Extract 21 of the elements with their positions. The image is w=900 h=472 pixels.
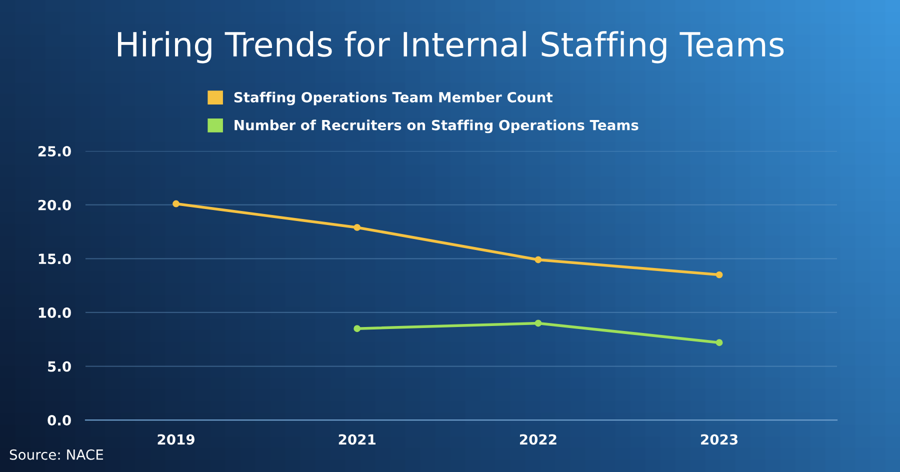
source-note: Source: NACE [10,449,104,460]
y-tick-label: 25.0 [38,146,71,157]
point [716,339,723,346]
legend-label: Number of Recruiters on Staffing Operations Teams [234,120,638,134]
x-tick-label: 2021 [338,434,376,445]
y-tick-label: 5.0 [48,361,71,372]
point [534,320,542,327]
legend-label: Staffing Operations Team Member Count [234,92,553,106]
y-tick-label: 15.0 [38,254,71,264]
y-tick-label: 0.0 [48,415,71,426]
x-tick-label: 2023 [701,434,738,445]
y-tick-label: 20.0 [38,200,71,210]
x-tick-label: 2019 [158,434,194,445]
point [172,200,180,208]
point [354,325,361,332]
point [534,256,542,264]
point [716,271,723,278]
x-tick-label: 2022 [520,434,556,445]
chart-title: Hiring Trends for Internal Staffing Teams [118,31,784,64]
y-tick-label: 10.0 [38,307,71,318]
point [354,224,361,231]
